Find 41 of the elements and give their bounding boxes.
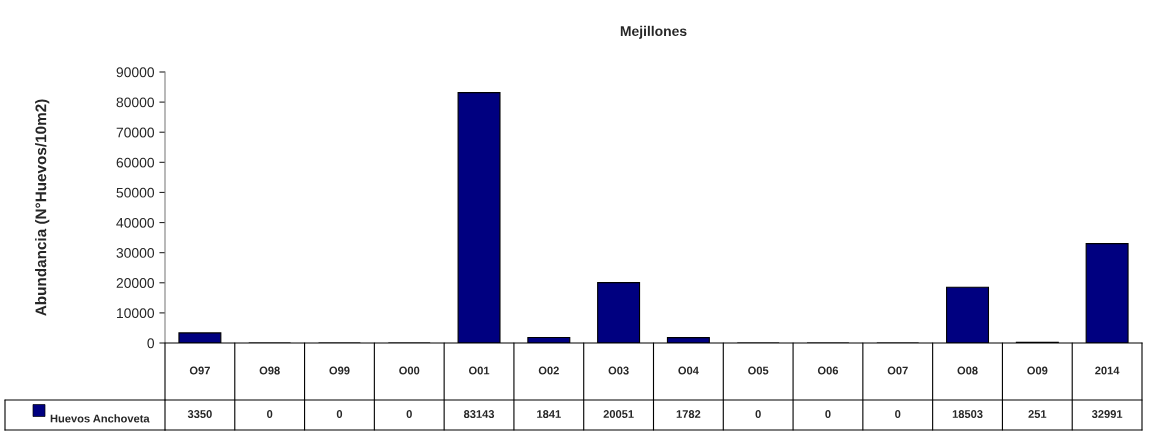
x-tick-label: 2014 bbox=[1095, 366, 1120, 375]
text: Huevos Anchoveta bbox=[50, 414, 150, 423]
x-tick-label: O09 bbox=[1027, 366, 1048, 375]
y-tick-label: 60000 bbox=[116, 157, 155, 168]
x-tick-label: O99 bbox=[329, 366, 350, 375]
x-tick-label: O03 bbox=[608, 366, 629, 375]
chart-title: Mejillones bbox=[620, 25, 687, 39]
x-tick-label: O06 bbox=[817, 366, 839, 375]
x-tick-label: O97 bbox=[189, 366, 210, 375]
y-tick-label: 40000 bbox=[116, 217, 155, 228]
data-label: 83143 bbox=[463, 410, 495, 418]
data-label: 0 bbox=[755, 410, 761, 418]
y-tick-label: 30000 bbox=[116, 248, 155, 258]
data-label: 0 bbox=[895, 410, 901, 418]
data-label: 1782 bbox=[676, 410, 701, 418]
data-label: 251 bbox=[1028, 410, 1047, 418]
y-axis-title: Abundancia (N°Huevos/10m2) bbox=[35, 99, 50, 316]
x-tick-label: O07 bbox=[887, 366, 908, 375]
data-label: 0 bbox=[825, 410, 831, 418]
x-tick-label: O01 bbox=[468, 366, 490, 375]
data-label: 0 bbox=[267, 410, 273, 418]
y-tick-label: 50000 bbox=[116, 187, 155, 198]
x-tick-label: O98 bbox=[259, 366, 280, 375]
x-tick-label: O08 bbox=[957, 366, 978, 375]
data-label: 20051 bbox=[603, 410, 634, 418]
x-tick-label: O05 bbox=[748, 366, 769, 375]
data-label: 0 bbox=[336, 410, 343, 418]
y-tick-label: 0 bbox=[147, 338, 155, 349]
x-tick-label: O00 bbox=[399, 366, 420, 375]
x-tick-label: O02 bbox=[538, 366, 559, 375]
y-tick-label: 70000 bbox=[116, 127, 155, 138]
x-tick-label: O04 bbox=[678, 366, 699, 375]
y-tick-label: 10000 bbox=[117, 308, 155, 319]
y-tick-label: 80000 bbox=[116, 97, 155, 108]
data-label: 0 bbox=[406, 410, 412, 418]
data-label: 18503 bbox=[952, 410, 983, 418]
data-label: 32991 bbox=[1091, 410, 1123, 418]
data-label: 1841 bbox=[537, 410, 561, 418]
y-tick-label: 20000 bbox=[116, 278, 155, 288]
y-tick-label: 90000 bbox=[116, 67, 155, 78]
data-label: 3350 bbox=[187, 410, 212, 418]
